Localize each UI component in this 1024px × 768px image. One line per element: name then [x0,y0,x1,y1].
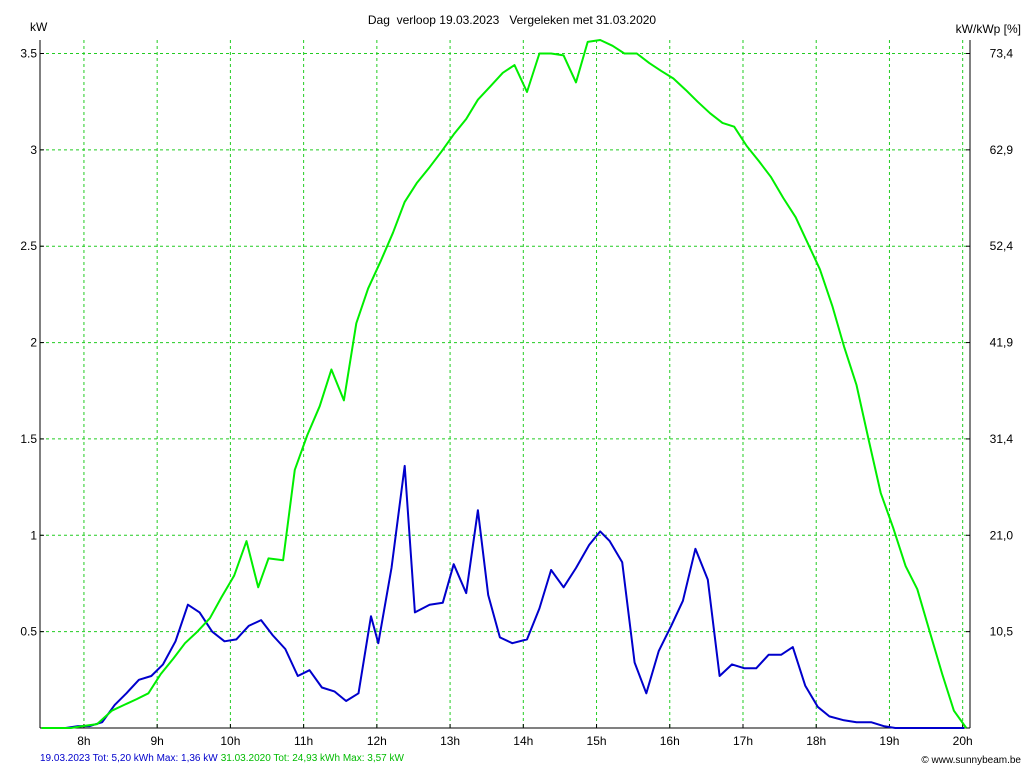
axes [39,40,971,729]
x-tick-label: 15h [587,734,607,748]
series-line-s2023 [41,464,965,729]
y-tick-label-left: 0.5 [20,625,37,639]
x-tick-label: 19h [879,734,899,748]
footer-legend: 19.03.2023 Tot: 5,20 kWh Max: 1,36 kW 31.… [40,753,405,764]
x-tick-label: 18h [806,734,826,748]
x-tick-labels: 8h 9h 10h 11h 12h 13h 14h 15h 16h 17h 18h 19h 20h [77,734,972,748]
y-tick-labels-right: 10,5 21,0 31,4 41,9 52,4 62,9 73,4 [990,46,1014,638]
y-tick-label-right: 21,0 [990,528,1014,542]
y-tick-label-right: 41,9 [990,336,1014,350]
y-tick-label-right: 52,4 [990,239,1014,253]
y-axis-label-right: kW/kWp [%] [956,22,1021,36]
x-tick-label: 13h [440,734,460,748]
x-tick-label: 10h [220,734,240,748]
grid [40,40,970,728]
legend-2020-summary: 31.03.2020 Tot: 24,93 kWh Max: 3,57 kW [221,753,405,764]
x-tick-label: 8h [77,734,90,748]
x-tick-label: 16h [660,734,680,748]
y-tick-label-right: 62,9 [990,143,1014,157]
series-line-s2020 [41,39,968,729]
x-tick-label: 12h [367,734,387,748]
chart-title: Dag verloop 19.03.2023 Vergeleken met 31… [368,13,657,27]
x-tick-label: 9h [150,734,163,748]
legend-2023-summary: 19.03.2023 Tot: 5,20 kWh Max: 1,36 kW [40,753,218,764]
y-tick-label-left: 2 [30,336,37,350]
y-tick-label-right: 73,4 [990,46,1014,60]
y-tick-label-left: 1.5 [20,432,37,446]
y-tick-label-left: 3.5 [20,46,37,60]
copyright-text: © www.sunnybeam.be [921,755,1021,766]
y-tick-label-right: 31,4 [990,432,1014,446]
y-tick-label-left: 3 [30,143,37,157]
y-tick-label-left: 2.5 [20,239,37,253]
x-tick-label: 14h [513,734,533,748]
y-tick-label-right: 10,5 [990,625,1014,639]
x-tick-label: 11h [294,734,313,748]
x-tick-label: 20h [953,734,973,748]
y-axis-label-left: kW [30,20,48,34]
series-lines [41,39,968,729]
x-tick-label: 17h [733,734,753,748]
y-tick-label-left: 1 [30,528,37,542]
y-tick-labels-left: 0.5 1 1.5 2 2.5 3 3.5 [20,46,37,638]
